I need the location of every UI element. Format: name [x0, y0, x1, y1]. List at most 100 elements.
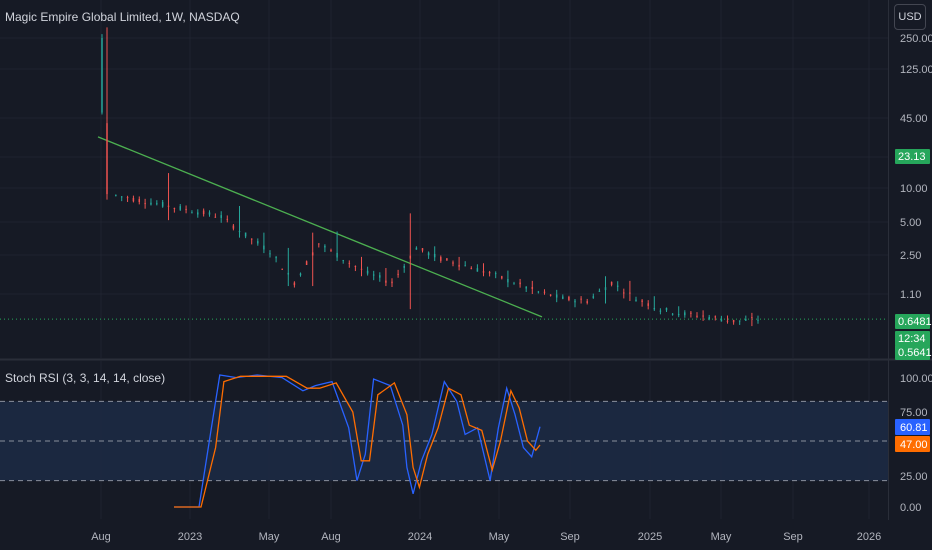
rsi-axis[interactable]: 100.00 75.00 25.00 0.00 60.81 47.00: [895, 373, 932, 514]
candle-body: [330, 249, 332, 251]
candle-body: [690, 312, 692, 314]
candle-body: [525, 286, 527, 289]
candle-body: [464, 265, 466, 267]
candle-body: [586, 301, 588, 303]
symbol-title[interactable]: Magic Empire Global Limited, 1W, NASDAQ: [5, 10, 240, 24]
candle-body: [324, 245, 326, 248]
time-tick-label: Sep: [560, 531, 580, 543]
rsi-tick-label: 75.00: [900, 407, 928, 419]
rsi-tick-label: 25.00: [900, 471, 928, 483]
candle-body: [696, 315, 698, 317]
time-tick-label: Sep: [783, 531, 803, 543]
candle-body: [745, 319, 747, 321]
price-tick-label: 125.00: [900, 64, 932, 76]
time-axis[interactable]: Aug 2023 May Aug 2024 May Sep 2025 May Sep 2026: [91, 531, 881, 543]
candle-body: [348, 262, 351, 264]
candle-body: [476, 268, 479, 272]
trendline[interactable]: [0, 136, 888, 320]
candle-body: [507, 278, 509, 283]
candle-body: [604, 287, 607, 291]
candle-body: [342, 260, 344, 262]
candle-body: [185, 208, 187, 211]
candle-body: [391, 281, 393, 284]
candle-body: [519, 282, 521, 285]
candle-body: [397, 273, 399, 275]
candle-body: [568, 296, 570, 301]
rsi-tick-label: 100.00: [900, 373, 932, 385]
rsi-badge-label: 60.81: [900, 422, 928, 434]
stoch-rsi-lines: [174, 374, 541, 508]
candle-body: [115, 194, 117, 196]
candle-body: [665, 307, 668, 311]
candle-body: [197, 212, 199, 215]
price-tick-label: 250.00: [900, 33, 932, 45]
candle-body: [513, 283, 515, 285]
candle-body: [684, 312, 686, 316]
price-tick-label: 45.00: [900, 113, 928, 125]
candle-body: [409, 255, 412, 259]
candle-body: [543, 291, 546, 293]
candle-body: [173, 207, 176, 209]
time-tick-label: May: [489, 531, 510, 543]
candle-body: [214, 216, 217, 218]
price-tick-label: 10.00: [900, 183, 928, 195]
candle-body: [635, 299, 637, 302]
candle-body: [714, 316, 717, 318]
time-tick-label: 2025: [638, 531, 662, 543]
candle-body: [677, 313, 680, 316]
indicator-title[interactable]: Stoch RSI (3, 3, 14, 14, close): [5, 371, 166, 385]
grid-lines: [0, 0, 888, 519]
price-tick-label: 5.00: [900, 217, 921, 229]
price-badge-label: 12:34: [898, 333, 926, 345]
candlestick-series: [101, 27, 759, 327]
price-badge-label: 0.5641: [898, 347, 932, 359]
candle-body: [592, 296, 595, 298]
candle-body: [738, 320, 741, 322]
candle-body: [421, 248, 424, 251]
candle-body: [494, 273, 497, 275]
candle-body: [732, 319, 735, 323]
candle-body: [379, 275, 381, 278]
time-tick-label: Aug: [321, 531, 341, 543]
candle-body: [305, 261, 308, 266]
time-tick-label: May: [259, 531, 280, 543]
candle-body: [623, 292, 625, 294]
price-axis[interactable]: 250.00125.0045.0020.0010.005.002.501.102…: [895, 33, 932, 360]
candle-body: [531, 286, 534, 289]
candle-body: [482, 271, 485, 273]
candle-body: [452, 262, 454, 264]
candle-body: [144, 203, 146, 205]
candle-body: [269, 253, 271, 255]
candle-body: [138, 199, 141, 203]
candle-body: [238, 231, 241, 233]
time-tick-label: Aug: [91, 531, 111, 543]
candle-body: [126, 197, 129, 199]
candle-body: [751, 317, 753, 319]
candle-body: [440, 257, 442, 261]
candle-body: [433, 253, 436, 258]
candle-body: [372, 274, 375, 276]
candle-body: [537, 291, 540, 293]
price-pane[interactable]: [0, 0, 888, 358]
candle-body: [293, 282, 296, 286]
candle-body: [161, 202, 164, 207]
candle-body: [232, 225, 235, 229]
candle-body: [702, 315, 704, 317]
currency-button[interactable]: USD: [894, 4, 926, 30]
time-tick-label: 2026: [857, 531, 881, 543]
candle-body: [287, 272, 290, 275]
candle-body: [318, 243, 320, 245]
candle-body: [106, 123, 108, 195]
candle-body: [629, 292, 631, 294]
candle-body: [488, 271, 491, 274]
candle-body: [360, 268, 363, 270]
candle-body: [598, 290, 601, 292]
rsi-tick-label: 0.00: [900, 502, 921, 514]
candle-body: [470, 268, 473, 270]
candle-body: [257, 241, 259, 244]
time-tick-label: 2023: [178, 531, 202, 543]
stoch-rsi-bands: [0, 400, 888, 482]
candle-body: [580, 298, 582, 300]
candle-body: [641, 300, 643, 302]
